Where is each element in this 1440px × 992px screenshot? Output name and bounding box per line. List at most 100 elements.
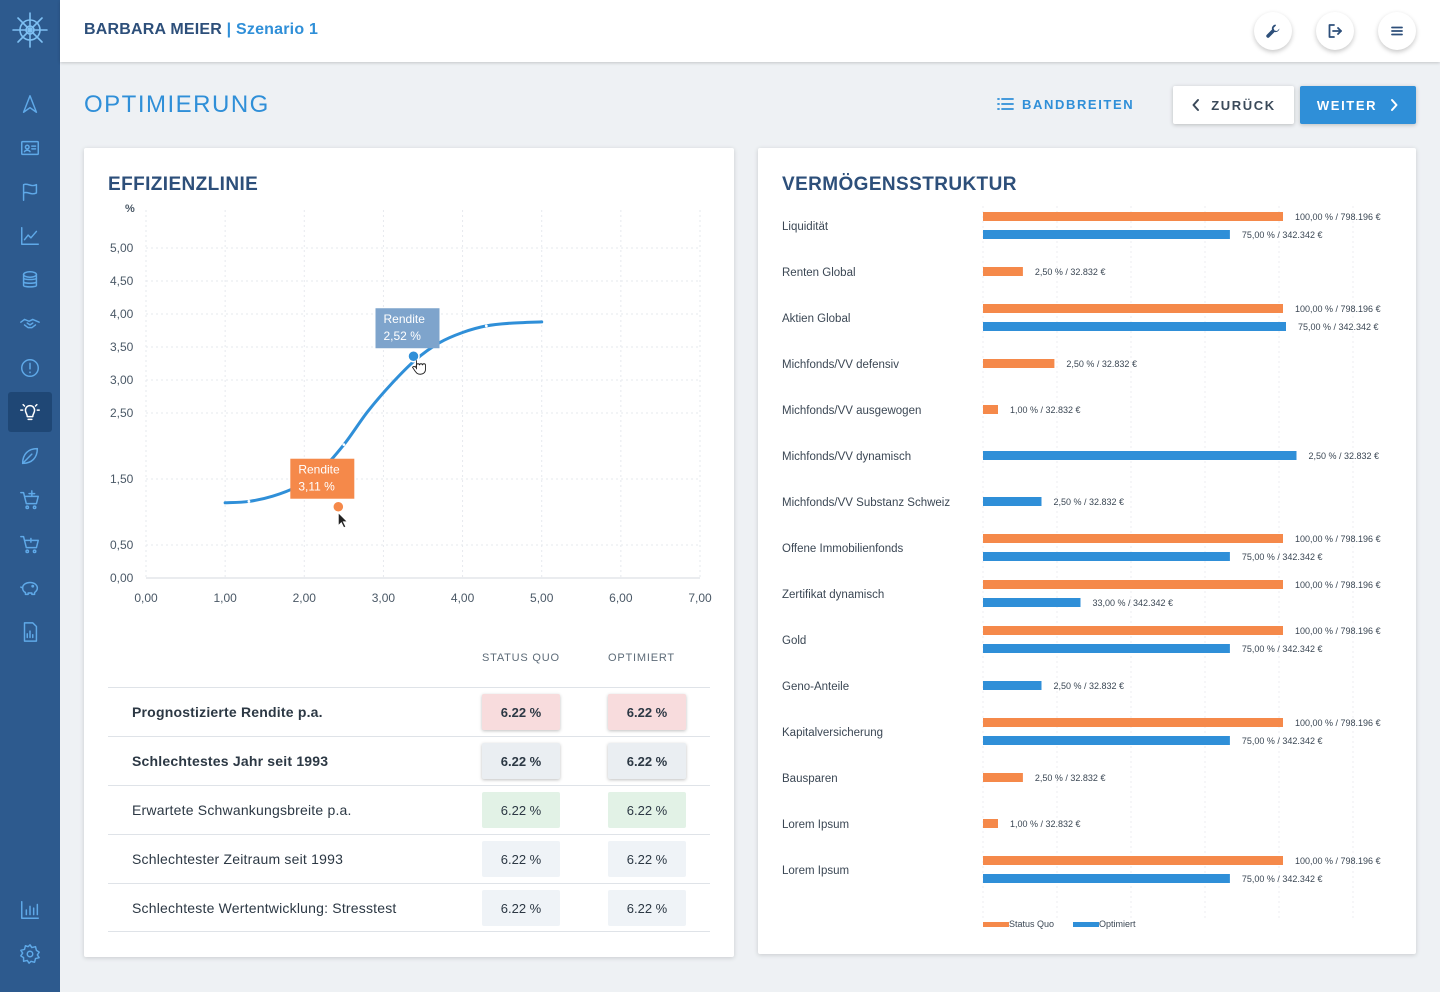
status-quo-bar (983, 405, 998, 414)
y-tick-label: 0,50 (110, 538, 134, 552)
optimiert-value: 6.22 % (608, 743, 686, 779)
helm-logo[interactable] (11, 11, 49, 49)
menu-icon (1391, 26, 1403, 36)
cart-add-icon (20, 490, 39, 510)
status-quo-tooltip-value: 3,11 % (298, 480, 335, 494)
nav-assets[interactable] (8, 260, 52, 300)
flag-icon (22, 183, 38, 201)
asset-row: Michfonds/VV dynamisch 2,50 % / 32.832 € (782, 451, 1379, 463)
optimized-marker (407, 349, 420, 363)
status-quo-bar (983, 856, 1283, 865)
client-name: BARBARA MEIER (84, 21, 223, 38)
asset-label: Offene Immobilienfonds (782, 543, 903, 555)
y-tick-label: 3,50 (110, 340, 134, 354)
nav-risk[interactable] (8, 348, 52, 388)
row-label: Schlechtester Zeitraum seit 1993 (132, 851, 344, 867)
y-axis-label: % (125, 203, 135, 215)
col-status-quo: STATUS QUO (482, 652, 560, 664)
menu-button[interactable] (1378, 12, 1416, 50)
efficiency-chart[interactable]: 0,00 0,50 1,50 2,50 3,00 3,50 4,00 4,50 5,00% 0,0… (84, 198, 734, 608)
y-tick-label: 2,50 (110, 406, 134, 420)
status-quo-bar-label: 100,00 % / 798.196 € (1295, 304, 1381, 314)
asset-label: Gold (782, 635, 806, 647)
bandbreiten-link[interactable]: BANDBREITEN (996, 96, 1134, 112)
optimized-tooltip-label: Rendite (384, 312, 426, 326)
status-quo-bar (983, 212, 1283, 221)
x-tick-label: 3,00 (372, 591, 396, 605)
x-tick-label: 6,00 (609, 591, 633, 605)
status-quo-bar (983, 304, 1283, 313)
client-scenario-title: BARBARA MEIER | Szenario 1 (84, 21, 318, 39)
asset-structure-chart[interactable]: Liquidität 100,00 % / 798.196 € 75,00 % / … (758, 148, 1416, 954)
nav-sustainability[interactable] (8, 436, 52, 476)
coins-icon (22, 271, 38, 288)
optimiert-value: 6.22 % (608, 792, 686, 828)
asset-row: Michfonds/VV defensiv 2,50 % / 32.832 € (782, 359, 1137, 371)
x-tick-label: 1,00 (213, 591, 237, 605)
nav-statistics[interactable] (8, 890, 52, 930)
nav-navigation[interactable] (8, 84, 52, 124)
nav-performance[interactable] (8, 216, 52, 256)
status-quo-tooltip-label: Rendite (298, 463, 340, 477)
nav-agreement[interactable] (8, 304, 52, 344)
x-tick-label: 5,00 (530, 591, 554, 605)
curve-marker (484, 324, 488, 328)
optimiert-value: 6.22 % (608, 841, 686, 877)
status-quo-value: 6.22 % (482, 792, 560, 828)
optimiert-bar (983, 681, 1042, 690)
status-quo-bar-label: 100,00 % / 798.196 € (1295, 718, 1381, 728)
asset-label: Liquidität (782, 221, 829, 233)
legend-optimiert-label: Optimiert (1099, 919, 1136, 929)
table-row: Schlechtestes Jahr seit 1993 6.22 % 6.22 % (108, 736, 710, 785)
optimiert-bar-label: 33,00 % / 342.342 € (1093, 598, 1174, 608)
next-button[interactable]: WEITER (1300, 86, 1416, 124)
nav-products[interactable] (8, 524, 52, 564)
status-quo-bar-label: 100,00 % / 798.196 € (1295, 626, 1381, 636)
asset-label: Michfonds/VV Substanz Schweiz (782, 497, 950, 509)
asset-row: Liquidität 100,00 % / 798.196 € 75,00 % / … (782, 212, 1381, 240)
nav-contact[interactable] (8, 128, 52, 168)
optimiert-bar (983, 230, 1230, 239)
nav-settings[interactable] (8, 934, 52, 974)
nav-goals[interactable] (8, 172, 52, 212)
status-quo-marker (332, 500, 345, 513)
optimiert-bar (983, 497, 1042, 506)
nav-report[interactable] (8, 612, 52, 652)
row-label: Prognostizierte Rendite p.a. (132, 704, 323, 720)
contact-card-icon (21, 140, 39, 156)
asset-label: Zertifikat dynamisch (782, 589, 884, 601)
alert-icon (21, 359, 39, 377)
asset-row: Zertifikat dynamisch 100,00 % / 798.196 €… (782, 580, 1381, 608)
status-quo-value: 6.22 % (482, 841, 560, 877)
legend: Status Quo Optimiert (983, 919, 1136, 929)
status-quo-point: Rendite 3,11 % (290, 458, 355, 513)
table-row: Prognostizierte Rendite p.a. 6.22 % 6.22 % (108, 687, 710, 736)
line-chart-icon (21, 227, 39, 245)
nav-savings[interactable] (8, 568, 52, 608)
table-row: Erwartete Schwankungsbreite p.a. 6.22 % 6.… (108, 785, 710, 834)
cursor-hand-icon (411, 360, 426, 375)
asset-structure-title: VERMÖGENSSTRUKTUR (782, 174, 1017, 195)
back-button[interactable]: ZURÜCK (1173, 86, 1294, 124)
settings-icon (20, 944, 40, 964)
sidebar (0, 0, 60, 992)
asset-row: Bausparen 2,50 % / 32.832 € (782, 773, 1105, 785)
status-quo-bar-label: 2,50 % / 32.832 € (1066, 359, 1137, 369)
tools-button[interactable] (1254, 12, 1292, 50)
cursor-arrow-icon (337, 511, 349, 529)
navigation-icon (22, 95, 38, 113)
next-label: WEITER (1316, 97, 1378, 113)
x-tick-label: 7,00 (688, 591, 712, 605)
lightbulb-icon (20, 403, 40, 421)
optimiert-bar-label: 2,50 % / 32.832 € (1054, 497, 1125, 507)
nav-products-add[interactable] (8, 480, 52, 520)
asset-label: Bausparen (782, 773, 838, 785)
y-tick-label: 1,50 (110, 472, 134, 486)
row-label: Erwartete Schwankungsbreite p.a. (132, 802, 352, 818)
asset-label: Michfonds/VV defensiv (782, 359, 899, 371)
nav-optimization[interactable] (8, 392, 52, 432)
chevron-right-icon (1391, 99, 1398, 111)
asset-label: Aktien Global (782, 313, 850, 325)
logout-button[interactable] (1316, 12, 1354, 50)
optimized-tooltip (375, 308, 440, 349)
